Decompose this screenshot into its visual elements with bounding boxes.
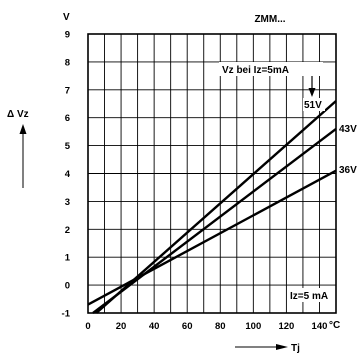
y-tick-label: 4: [65, 169, 71, 180]
header-text: ZMM...: [254, 14, 285, 25]
x-axis-label: Tj: [291, 343, 300, 354]
x-tick-label: 20: [116, 321, 127, 332]
y-tick-labels: -1 0 1 2 3 4 5 6 7 8 9: [62, 30, 71, 320]
x-axis-arrow: [235, 344, 288, 350]
y-tick-label: -1: [62, 309, 71, 320]
vz-condition-label: Vz bei Iz=5mA: [222, 65, 289, 76]
vz-condition-arrow: [309, 76, 316, 97]
x-tick-label: 140: [312, 321, 328, 332]
y-tick-label: 7: [65, 85, 70, 96]
y-tick-label: 8: [65, 57, 70, 68]
series-lines: [88, 101, 336, 313]
x-tick-label: 120: [278, 321, 294, 332]
y-tick-label: 0: [65, 281, 70, 292]
y-unit-label: V: [63, 12, 70, 23]
series-label-36v: 36V: [339, 165, 357, 176]
y-tick-label: 5: [65, 141, 71, 152]
iz-condition-label: Iz=5 mA: [290, 291, 328, 302]
y-tick-label: 1: [65, 253, 71, 264]
x-tick-label: 60: [182, 321, 193, 332]
y-tick-label: 9: [65, 30, 70, 41]
series-line-36v: [88, 171, 336, 305]
series-label-51v: 51V: [304, 100, 322, 111]
x-tick-label: 40: [149, 321, 160, 332]
x-tick-label: 80: [215, 321, 226, 332]
y-tick-label: 6: [65, 113, 70, 124]
series-label-43v: 43V: [339, 124, 357, 135]
x-tick-label: 100: [245, 321, 261, 332]
x-tick-label: 0: [85, 321, 90, 332]
y-tick-label: 2: [65, 225, 70, 236]
x-tick-labels: 0 20 40 60 80 100 120 140: [85, 321, 327, 332]
y-axis-arrow: [20, 124, 27, 188]
x-unit-label: °C: [329, 320, 340, 331]
y-tick-label: 3: [65, 197, 70, 208]
y-axis-label: Δ Vz: [7, 109, 29, 120]
